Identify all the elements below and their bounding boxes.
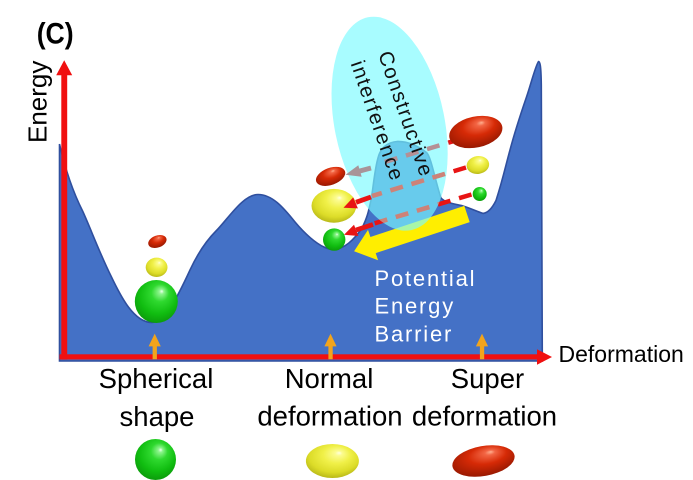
svg-text:Energy: Energy [23, 61, 53, 143]
svg-text:(C): (C) [37, 18, 74, 51]
svg-text:Spherical: Spherical [99, 363, 214, 394]
svg-text:Energy: Energy [375, 294, 456, 319]
svg-text:Deformation: Deformation [559, 341, 684, 367]
svg-text:deformation: deformation [412, 401, 557, 432]
svg-text:Super: Super [451, 363, 524, 394]
svg-text:Normal: Normal [285, 363, 374, 394]
svg-text:shape: shape [120, 401, 195, 432]
svg-text:Barrier: Barrier [375, 322, 454, 347]
svg-text:deformation: deformation [257, 401, 402, 432]
svg-text:Potential: Potential [375, 266, 477, 291]
